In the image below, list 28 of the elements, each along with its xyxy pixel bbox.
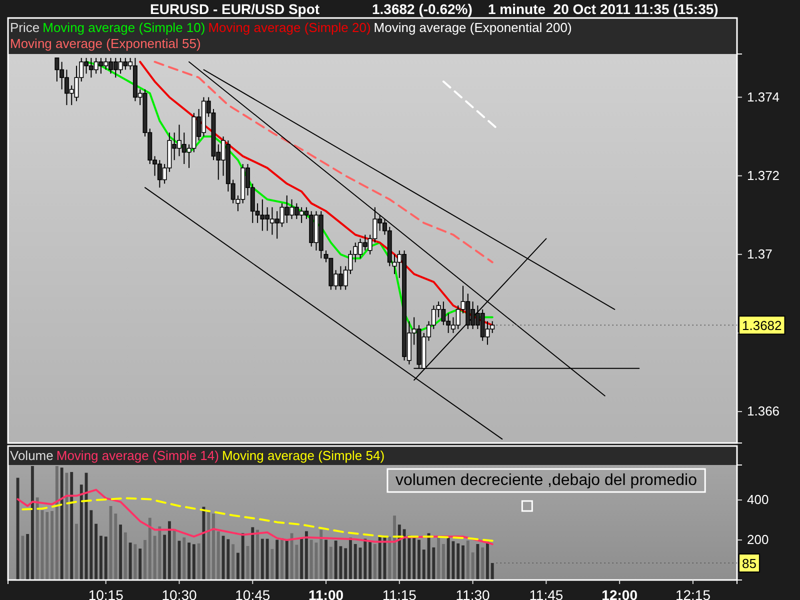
legend-title: Price xyxy=(10,20,40,35)
y-tick-label: 400 xyxy=(747,492,769,508)
annotation: volumen decreciente ,debajo del promedio xyxy=(395,472,698,489)
series-label: Moving average (Exponential 55) xyxy=(10,36,201,51)
text: Moving average (Exponential 200) xyxy=(374,20,572,35)
y-tick-label: 1.374 xyxy=(747,89,780,104)
text: Moving average (Simple 10) xyxy=(42,20,206,35)
x-tick-label: 10:45 xyxy=(235,586,270,600)
y-tick-label: 1.372 xyxy=(747,168,780,183)
text: Moving average (Simple 20) xyxy=(208,20,371,35)
x-tick-label: 10:30 xyxy=(162,586,197,600)
x-tick-label: 10:15 xyxy=(88,586,124,600)
x-tick-label: 11:45 xyxy=(529,586,564,600)
x-tick-label: 11:15 xyxy=(382,586,417,600)
chart-title: EURUSD - EUR/USD Spot xyxy=(150,1,320,17)
x-tick-label: 11:00 xyxy=(308,586,344,600)
x-tick-label: 12:00 xyxy=(602,586,638,600)
text: Moving average (Simple 54) xyxy=(222,448,385,463)
x-tick-label: 11:30 xyxy=(456,586,490,600)
annotation: 85 xyxy=(742,556,756,571)
x-tick-label: 12:15 xyxy=(675,586,711,600)
chart-subtitle: 1.3682 (-0.62%) 1 minute 20 Oct 2011 11:35 (15:35) xyxy=(372,1,718,17)
y-tick-label: 1.37 xyxy=(747,246,772,262)
legend-title: Volume xyxy=(10,448,54,463)
y-tick-label: 200 xyxy=(747,532,769,548)
annotation: 1.3682 xyxy=(742,318,782,334)
y-tick-label: 1.366 xyxy=(747,404,780,419)
text: Moving average (Simple 14) xyxy=(56,448,219,463)
